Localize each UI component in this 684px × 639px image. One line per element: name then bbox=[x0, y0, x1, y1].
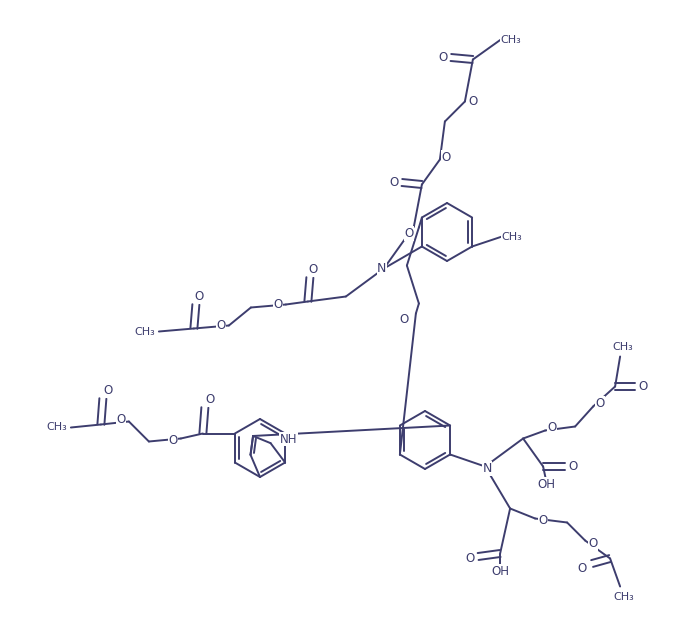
Text: O: O bbox=[538, 514, 548, 527]
Text: OH: OH bbox=[491, 565, 509, 578]
Text: O: O bbox=[308, 263, 317, 276]
Text: O: O bbox=[588, 537, 598, 550]
Text: O: O bbox=[547, 421, 557, 434]
Text: O: O bbox=[638, 380, 648, 393]
Text: CH₃: CH₃ bbox=[47, 422, 67, 433]
Text: N: N bbox=[482, 462, 492, 475]
Text: O: O bbox=[389, 176, 399, 189]
Text: OH: OH bbox=[537, 478, 555, 491]
Text: O: O bbox=[103, 384, 112, 397]
Text: O: O bbox=[441, 151, 451, 164]
Text: CH₃: CH₃ bbox=[613, 341, 633, 351]
Text: NH: NH bbox=[280, 433, 298, 445]
Text: CH₃: CH₃ bbox=[135, 327, 155, 337]
Text: O: O bbox=[596, 397, 605, 410]
Text: O: O bbox=[194, 290, 204, 303]
Text: O: O bbox=[404, 227, 414, 240]
Text: O: O bbox=[466, 552, 475, 565]
Text: O: O bbox=[116, 413, 125, 426]
Text: CH₃: CH₃ bbox=[502, 231, 523, 242]
Text: O: O bbox=[568, 460, 578, 473]
Text: O: O bbox=[399, 313, 408, 326]
Text: N: N bbox=[377, 262, 386, 275]
Text: CH₃: CH₃ bbox=[501, 35, 521, 45]
Text: O: O bbox=[438, 51, 447, 64]
Text: CH₃: CH₃ bbox=[614, 592, 635, 601]
Text: O: O bbox=[577, 562, 587, 575]
Text: O: O bbox=[469, 95, 477, 108]
Text: O: O bbox=[168, 434, 178, 447]
Text: O: O bbox=[274, 298, 282, 311]
Text: O: O bbox=[216, 319, 226, 332]
Text: O: O bbox=[205, 393, 215, 406]
